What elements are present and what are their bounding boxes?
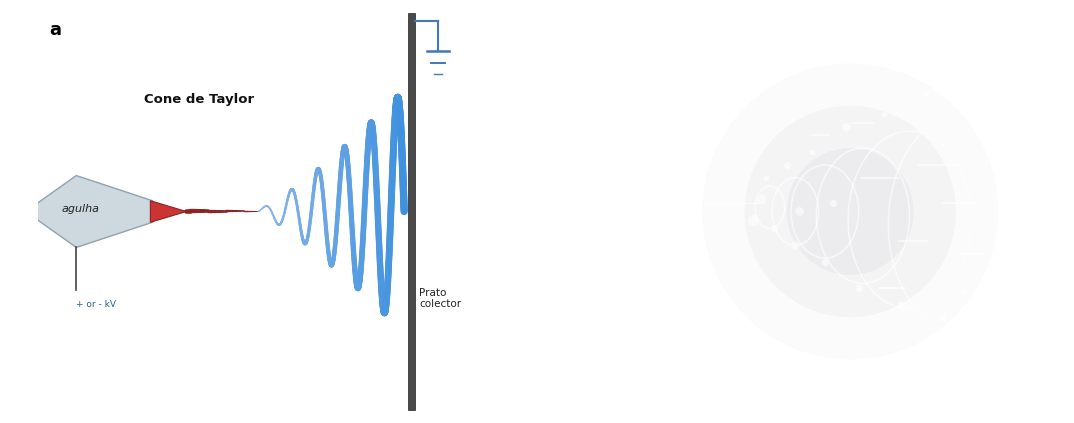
Text: b: b (590, 19, 603, 37)
Text: agulha: agulha (61, 204, 100, 214)
Bar (408, 13, 415, 410)
Text: Cone de Taylor: Cone de Taylor (144, 93, 255, 106)
Polygon shape (26, 176, 153, 247)
Text: + or - kV: + or - kV (76, 300, 116, 309)
Bar (580, 197, 672, 209)
Polygon shape (150, 201, 186, 222)
Text: Prato
colector: Prato colector (419, 288, 461, 309)
Polygon shape (672, 194, 698, 212)
Text: a: a (48, 21, 61, 39)
